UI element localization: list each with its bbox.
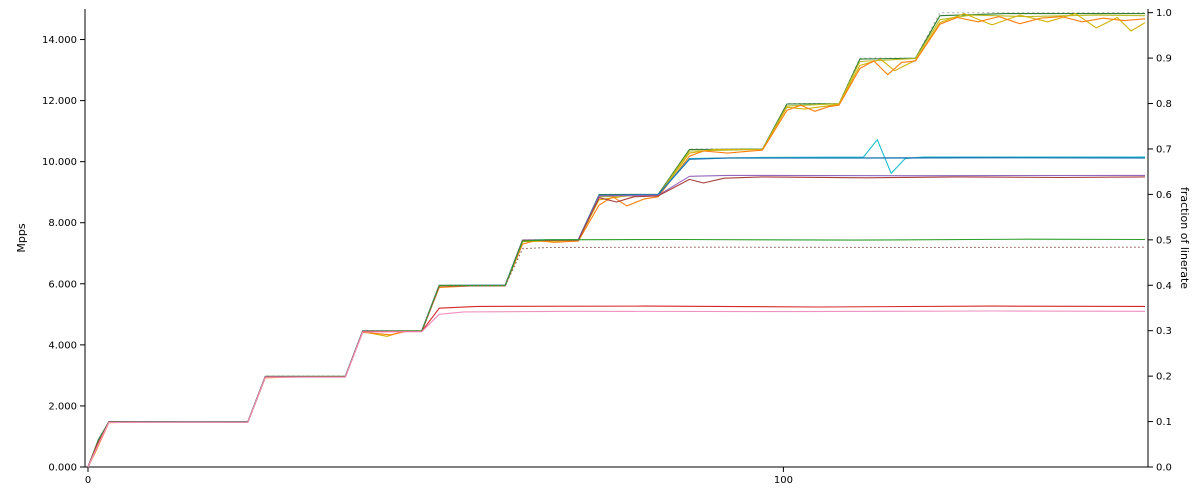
y-right-tick-label: 0.1 bbox=[1156, 417, 1172, 428]
y-left-tick-label: 8.000 bbox=[48, 218, 77, 229]
y-left-tick-label: 2.000 bbox=[48, 401, 77, 412]
y-right-tick-label: 1.0 bbox=[1156, 8, 1172, 19]
series-blue bbox=[87, 157, 1146, 468]
y-right-tick-label: 0.6 bbox=[1156, 190, 1172, 201]
y-right-tick-label: 0.9 bbox=[1156, 54, 1172, 65]
axes-spines bbox=[84, 9, 1149, 468]
x-tick-label: 0 bbox=[85, 475, 91, 486]
y-left-tick-label: 6.000 bbox=[48, 279, 77, 290]
series-dark-red bbox=[87, 176, 1146, 468]
y-axis-label-right: fraction of linerate bbox=[1178, 187, 1191, 289]
series-green bbox=[87, 238, 1146, 468]
y-right-tick-label: 0.0 bbox=[1156, 463, 1172, 474]
series-orange bbox=[87, 16, 1146, 468]
y-right-tick-label: 0.8 bbox=[1156, 99, 1172, 110]
y-left-tick-label: 14.000 bbox=[42, 35, 77, 46]
series-purple bbox=[87, 174, 1146, 468]
series-dark-green bbox=[87, 13, 1145, 468]
series-brown-dotted bbox=[87, 246, 1146, 468]
plot-area: 0.000 2.000 4.000 6.000 8.000 10.000 12.000 14.… bbox=[42, 8, 1172, 486]
y-left-tick-label: 10.000 bbox=[42, 157, 77, 168]
y-right-tick-label: 0.5 bbox=[1156, 235, 1172, 246]
y-right-tick-label: 0.7 bbox=[1156, 144, 1172, 155]
series-cyan bbox=[87, 139, 1145, 468]
y-right-tick-label: 0.3 bbox=[1156, 326, 1172, 337]
y-left-tick-label: 4.000 bbox=[48, 340, 77, 351]
y-right-tick-label: 0.2 bbox=[1156, 372, 1172, 383]
series-pink bbox=[87, 310, 1146, 468]
y-axis-label-left: Mpps bbox=[15, 223, 28, 252]
series-olive bbox=[87, 14, 1146, 468]
y-right-tick-label: 0.4 bbox=[1156, 281, 1172, 292]
y-left-tick-label: 12.000 bbox=[42, 96, 77, 107]
y-left-tick-label: 0.000 bbox=[48, 463, 77, 474]
series-gold bbox=[87, 13, 1146, 468]
series-red bbox=[87, 305, 1146, 468]
x-tick-label: 100 bbox=[774, 475, 793, 486]
